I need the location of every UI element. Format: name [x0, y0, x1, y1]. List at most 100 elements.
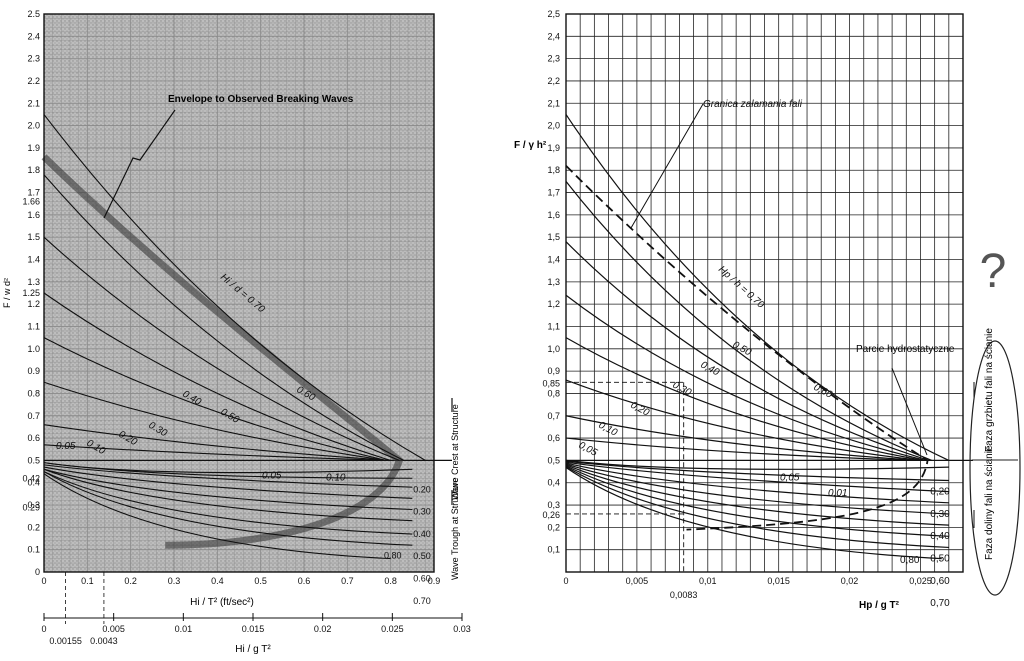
left-right-label: 0.30 [413, 507, 431, 517]
left-x-tick: 0.3 [168, 576, 181, 586]
left-crest-curve-0.30 [43, 337, 387, 461]
left-crest-curve-0.60 [43, 174, 404, 461]
right-crest-curve [565, 437, 915, 461]
left-secondary-x-tick: 0.02 [314, 624, 332, 634]
right-y-tick: 0,3 [547, 500, 560, 510]
left-crest-curve-0.40 [43, 292, 391, 461]
right-crest-curve [565, 415, 918, 461]
right-y-tick: 2,5 [547, 9, 560, 19]
left-y-tick: 0.4 [27, 478, 40, 488]
right-y-tick: 0,5 [547, 455, 560, 465]
left-trough-curve-0.80 [43, 473, 391, 560]
left-secondary-x-tick: 0 [41, 624, 46, 634]
right-right-label: 0,20 [930, 486, 950, 497]
right-y-tick: 0,8 [547, 388, 560, 398]
right-curve-labels: 0,200,300,400,500,600,700,050,100,200,30… [577, 340, 951, 610]
right-right-label: 0,40 [930, 531, 950, 542]
right-y-tick: 0,6 [547, 433, 560, 443]
left-secondary-x-tick: 0.03 [453, 624, 471, 634]
left-x-tick: 0.4 [211, 576, 224, 586]
right-grid [566, 14, 973, 572]
right-y-tick: 1,1 [547, 321, 560, 331]
right-envelope-label: Granica załamania fali [703, 99, 803, 110]
right-crest-curve [565, 379, 921, 461]
left-trough-curve-0.40 [43, 468, 413, 511]
left-crest-label: Wave Crest at Structure [450, 404, 460, 500]
left-y-tick: 1.0 [27, 344, 40, 354]
left-y-tick: 0.1 [27, 545, 40, 555]
left-y-tick: 2.5 [27, 9, 40, 19]
left-secondary-x-tick: 0.015 [242, 624, 265, 634]
right-y-tick: 1,0 [547, 344, 560, 354]
left-crest-curve-0.10 [43, 424, 391, 461]
left-label-005: 0.05 [56, 441, 76, 452]
left-right-label: 0.60 [413, 574, 431, 584]
left-secondary-x-axis: 0 0.005 0.01 0.015 0.02 0.025 0.03 0.00155 0.004… [41, 572, 471, 646]
left-y-extra-tick: 0.29 [22, 502, 40, 512]
left-y-tick: 0.7 [27, 411, 40, 421]
right-x-tick: 0,01 [699, 576, 717, 586]
left-trough-curve-0.70 [43, 471, 413, 546]
right-y-tick: 0,9 [547, 366, 560, 376]
right-y-tick-labels: 0,1 0,2 0,3 0,4 0,5 0,6 0,7 0,8 0,9 1,0 1,1 1,2 1,3 1… [542, 9, 560, 555]
left-x-tick: 0.7 [341, 576, 354, 586]
right-x-tick-labels: 0 0,005 0,01 0,015 0,02 0,025 0,0083 [563, 576, 931, 600]
right-y-tick: 1,8 [547, 165, 560, 175]
right-crest-phase-label: Faza grzbietu fali na ścianie [984, 328, 995, 452]
left-trough-curve-0.20 [43, 464, 413, 488]
left-y-tick: 0.2 [27, 522, 40, 532]
left-y-tick: 1.3 [27, 277, 40, 287]
left-secondary-x-tick: 0.005 [102, 624, 125, 634]
right-y-tick: 0,4 [547, 478, 560, 488]
right-right-label: 0,70 [930, 598, 950, 609]
left-y-tick: 1.4 [27, 255, 40, 265]
left-envelope-pointer [103, 109, 176, 219]
left-x-tick: 0.8 [384, 576, 397, 586]
left-y-tick: 0.9 [27, 366, 40, 376]
question-mark: ? [980, 245, 1007, 298]
left-x-tick: 0 [41, 576, 46, 586]
right-y-tick: 2,4 [547, 31, 560, 41]
right-y-tick: 0,2 [547, 522, 560, 532]
right-y-tick: 1,6 [547, 210, 560, 220]
right-y-tick: 0,1 [547, 545, 560, 555]
right-y-extra-tick: 0,26 [542, 510, 560, 520]
left-y-tick: 2.0 [27, 121, 40, 131]
left-y-extra-tick: 1.66 [22, 196, 40, 206]
left-envelope-label: Envelope to Observed Breaking Waves [168, 94, 354, 105]
right-crest-curve [565, 241, 930, 461]
right-x-extra-tick: 0,0083 [670, 590, 698, 600]
right-trough-curve [565, 463, 949, 515]
right-trough-curve [565, 459, 949, 470]
right-hydro-pointer [891, 367, 928, 456]
right-y-tick: 2,1 [547, 98, 560, 108]
right-trough-curve [565, 467, 942, 560]
right-y-tick: 1,4 [547, 255, 560, 265]
right-trough-curve [565, 462, 949, 504]
right-x-tick: 0,005 [626, 576, 649, 586]
left-y-tick: 0.5 [27, 455, 40, 465]
left-right-label: 0.40 [413, 529, 431, 539]
right-crest-curve [565, 181, 933, 461]
right-plot-frame [565, 13, 964, 573]
right-right-label: 0,50 [930, 553, 950, 564]
left-y-tick: 0.6 [27, 433, 40, 443]
left-y-tick: 2.1 [27, 98, 40, 108]
right-crest-curve [565, 337, 924, 461]
left-x-tick-labels: 0 0.1 0.2 0.3 0.4 0.5 0.6 0.7 0.8 0.9 [41, 576, 440, 586]
left-y-tick: 1.7 [27, 188, 40, 198]
left-crest-curve-0.05 [43, 444, 391, 461]
left-trough-mid-label: 0.05 [262, 470, 282, 481]
right-right-label: 0,60 [930, 576, 950, 587]
left-y-tick: 1.9 [27, 143, 40, 153]
right-xlabel: Hp / g T² [859, 600, 900, 611]
right-y-tick: 2,2 [547, 76, 560, 86]
left-y-tick: 1.6 [27, 210, 40, 220]
left-trough-curve-0.50 [43, 468, 413, 522]
left-x-tick: 0.9 [428, 576, 441, 586]
left-secondary-x-tick: 0.025 [381, 624, 404, 634]
left-right-label: 0.50 [413, 551, 431, 561]
left-y-extra-tick: 1.25 [22, 288, 40, 298]
right-y-tick: 1,7 [547, 188, 560, 198]
left-envelope-band [41, 154, 404, 549]
